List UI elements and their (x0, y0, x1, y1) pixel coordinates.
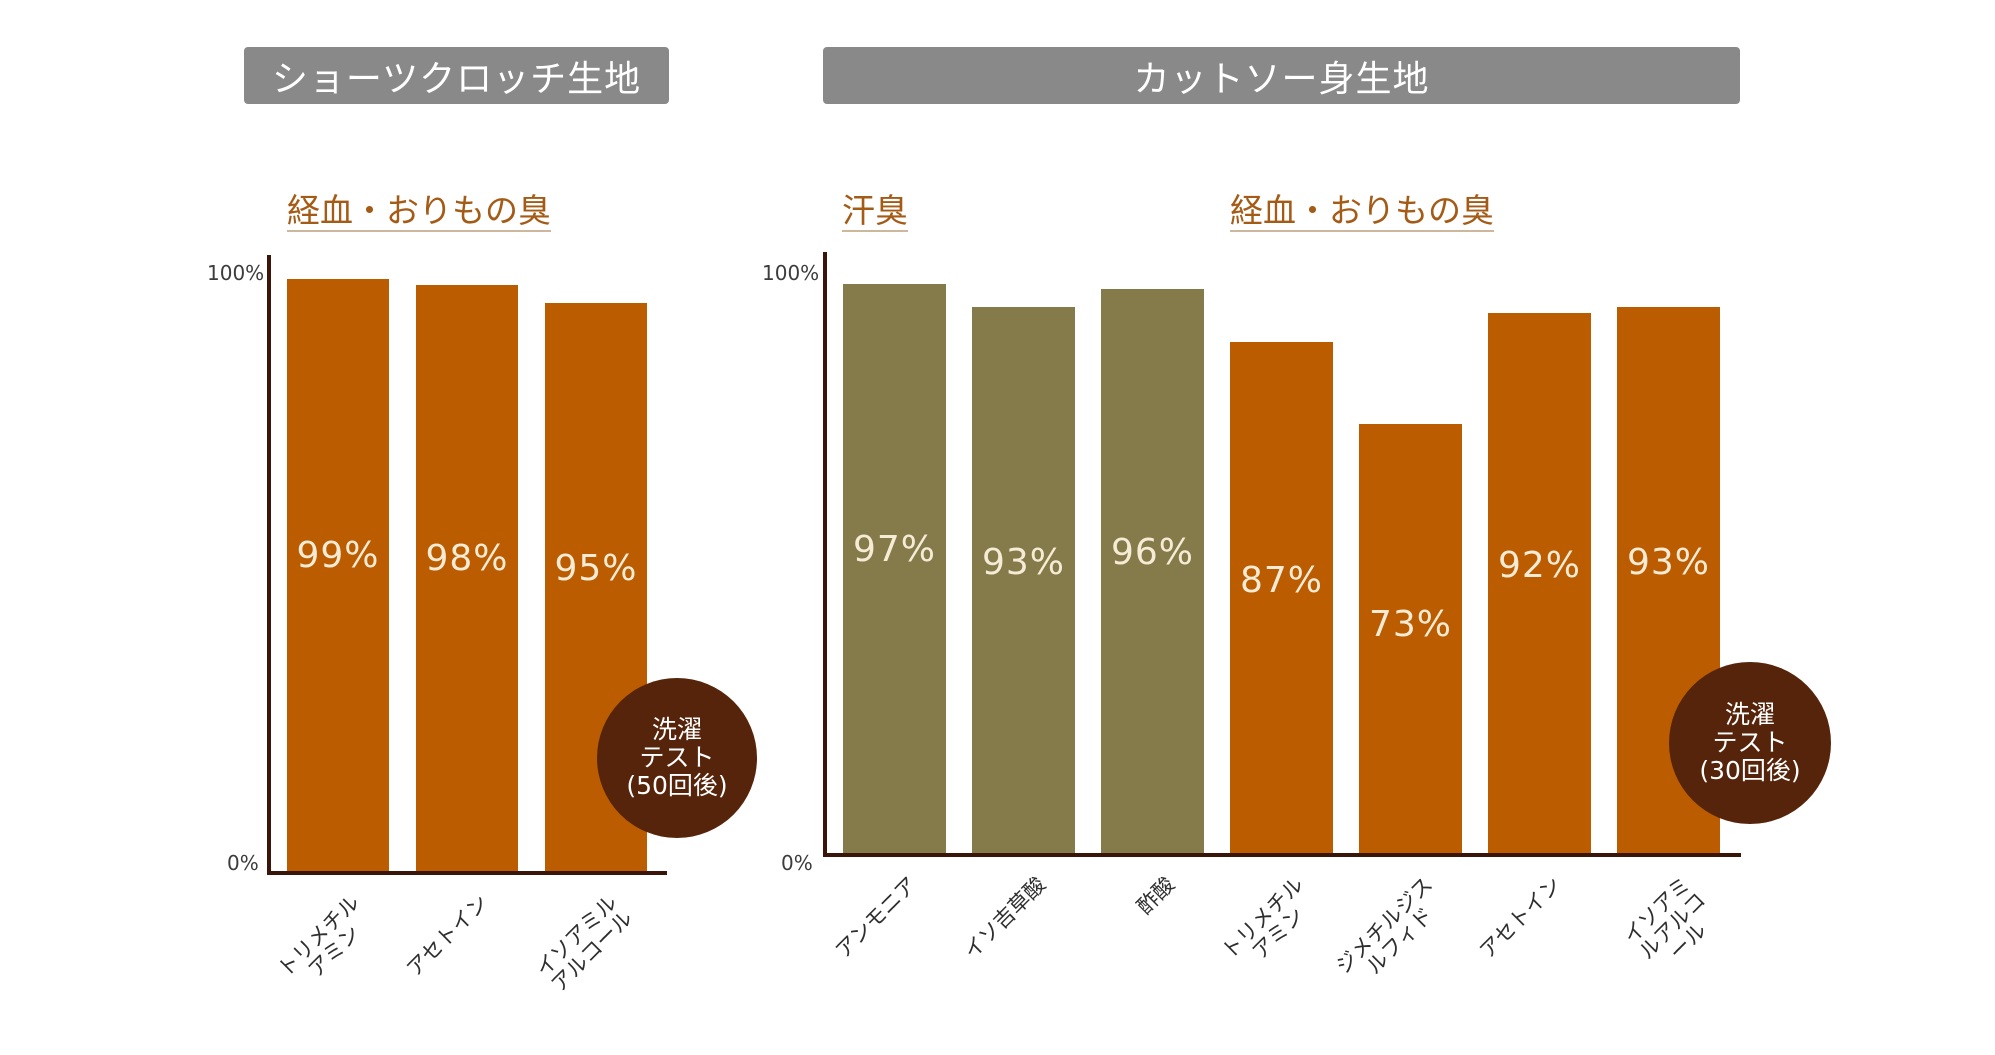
left-section-label-menstrual: 経血・おりもの臭 (287, 191, 551, 230)
right-badge-line1: 洗濯 (1724, 700, 1775, 729)
bar-right-5 (1488, 312, 1591, 853)
x-axis-category-label: イソアミルアルコール (1619, 872, 1725, 979)
left-panel-header: ショーツクロッチ生地 (244, 47, 669, 104)
left-wash-test-badge: 洗濯 テスト (50回後) (597, 678, 757, 838)
x-axis-category-label: トリメチル アミン (1217, 872, 1323, 978)
bar-value-label: 87% (1239, 560, 1323, 602)
left-y-tick-max: 100% (207, 261, 265, 285)
bar-right-2 (1101, 289, 1204, 853)
x-axis-category-label: アンモニア (830, 872, 922, 963)
left-y-tick-min: 0% (227, 851, 259, 875)
left-badge-line3: (50回後) (626, 771, 728, 800)
bar-value-label: 99% (296, 535, 380, 577)
left-badge-line1: 洗濯 (651, 715, 702, 744)
right-section-label-sweat: 汗臭 (842, 191, 908, 230)
x-axis-category-label: トリメチル アミン (273, 890, 379, 996)
bar-left-1 (416, 284, 518, 871)
left-x-axis (267, 871, 667, 875)
x-axis-category-label: ジメチルジス ルフィド (1331, 872, 1452, 993)
right-section-label-menstrual: 経血・おりもの臭 (1230, 191, 1494, 230)
bar-value-label: 96% (1110, 532, 1194, 574)
right-y-tick-max: 100% (762, 261, 820, 285)
x-axis-category-label: アセトイン (402, 890, 494, 982)
right-wash-test-badge: 洗濯 テスト (30回後) (1669, 662, 1831, 824)
x-axis-category-line: アンモニア (830, 872, 922, 963)
bar-value-label: 93% (1626, 541, 1710, 583)
bar-right-4 (1359, 424, 1462, 853)
x-axis-category-label: アセトイン (1474, 872, 1566, 964)
x-axis-category-label: イソアミルアルコール (531, 890, 637, 996)
x-axis-category-label: 酢酸 (1132, 872, 1180, 919)
bar-value-label: 73% (1368, 603, 1452, 645)
x-axis-category-line: イソ吉草酸 (958, 872, 1051, 964)
right-badge-line2: テスト (1712, 728, 1788, 757)
right-panel-header: カットソー身生地 (823, 47, 1740, 104)
bar-value-label: 98% (425, 538, 509, 580)
x-axis-category-line: アセトイン (402, 890, 494, 982)
bar-value-label: 92% (1497, 544, 1581, 586)
bar-right-1 (972, 307, 1075, 853)
right-badge-line3: (30回後) (1699, 756, 1801, 785)
bar-left-0 (287, 278, 389, 871)
bar-right-3 (1230, 342, 1333, 853)
right-y-axis (823, 252, 827, 857)
x-axis-category-line: 酢酸 (1132, 872, 1180, 919)
bar-value-label: 95% (554, 547, 638, 589)
bar-value-label: 93% (981, 541, 1065, 583)
bar-value-label: 97% (852, 529, 936, 571)
x-axis-category-line: アセトイン (1474, 872, 1566, 964)
bar-right-0 (843, 283, 946, 853)
left-y-axis (267, 255, 271, 874)
left-badge-line2: テスト (639, 743, 715, 772)
right-y-tick-min: 0% (781, 851, 813, 875)
right-x-axis (823, 853, 1741, 857)
x-axis-category-label: イソ吉草酸 (958, 872, 1051, 964)
